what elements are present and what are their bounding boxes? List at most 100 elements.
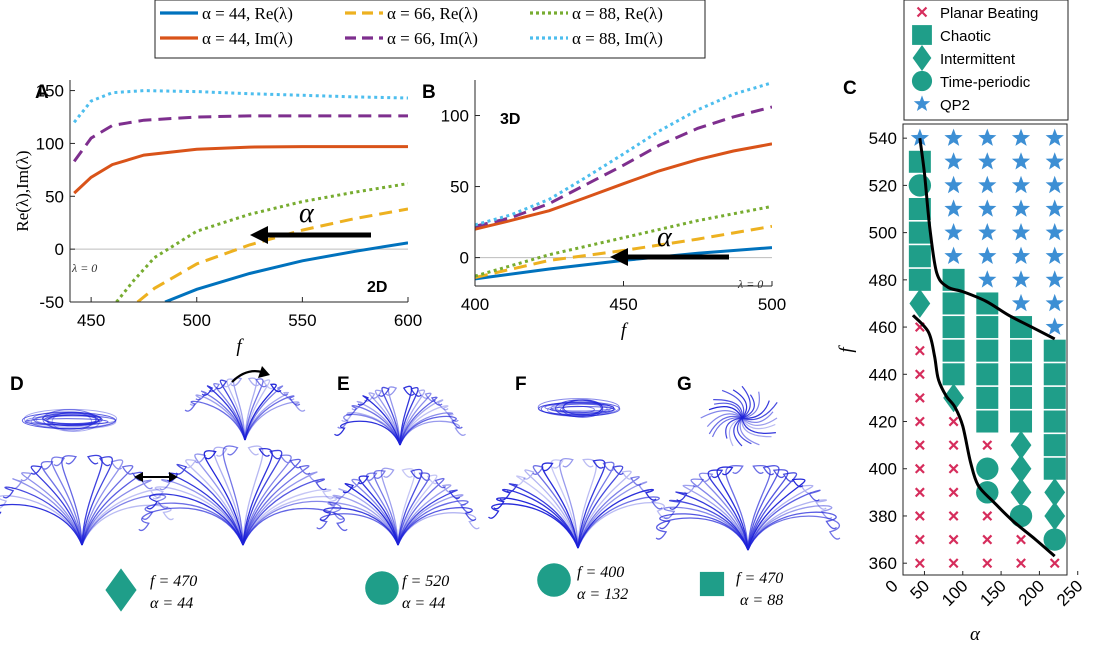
marker-star (1045, 152, 1064, 170)
panel-b-lambda0-label: λ = 0 (737, 277, 763, 291)
top-legend-entry: α = 44, Im(λ) (160, 29, 293, 48)
y-tick-label: 0 (460, 249, 469, 268)
marker-diamond (912, 45, 932, 71)
panel-a-alpha-label: α (299, 198, 315, 229)
panel-c-legend-label: QP2 (940, 97, 970, 114)
marker-x (982, 558, 993, 569)
y-tick-label: 50 (450, 178, 469, 197)
y-tick-label: 100 (441, 107, 469, 126)
example-f-alpha: α = 132 (577, 586, 628, 603)
snapshot-f-top (537, 398, 621, 418)
series-line (115, 182, 408, 302)
marker-x (948, 511, 959, 521)
marker-star (1045, 246, 1064, 264)
marker-star (944, 199, 963, 217)
marker-star (978, 128, 997, 146)
marker-star (913, 95, 931, 111)
snapshot-f-bottom (488, 457, 668, 549)
marker-star (1011, 175, 1031, 194)
panel-label-b: B (422, 82, 436, 103)
top-legend: α = 44, Re(λ) α = 66, Re(λ) α = 88, Re(λ) α… (154, 0, 706, 59)
marker-square (976, 363, 999, 386)
marker-square (1043, 386, 1066, 409)
marker-star (1045, 223, 1064, 241)
marker-square (1043, 410, 1066, 433)
snapshot-d-top-bundle (184, 377, 306, 441)
x-axis-label: α (970, 624, 981, 645)
marker-circle (976, 457, 999, 480)
marker-star (1045, 199, 1064, 217)
example-g-alpha: α = 88 (740, 592, 783, 609)
marker-diamond (1010, 454, 1032, 484)
snapshot-e-top (334, 385, 466, 446)
marker-diamond (909, 289, 931, 318)
marker-square (1010, 410, 1033, 433)
y-tick-label: 380 (869, 507, 897, 526)
panel-c: C Planar Beating Chaotic Intermittent Time-… (836, 0, 1087, 645)
marker-star (978, 246, 997, 264)
y-axis-label: f (836, 345, 857, 353)
marker-star (944, 223, 963, 241)
marker-square (908, 268, 931, 291)
marker-diamond (1044, 501, 1066, 531)
marker-x (914, 558, 925, 569)
top-legend-label: α = 66, Re(λ) (387, 4, 478, 23)
marker-star (1045, 317, 1064, 335)
example-e-f: f = 520 (402, 573, 449, 590)
marker-x (982, 511, 993, 521)
marker-square (942, 363, 965, 386)
x-axis-label: f (621, 320, 629, 341)
marker-star (910, 128, 929, 146)
top-legend-label: α = 44, Im(λ) (202, 29, 293, 48)
y-tick-label: 360 (869, 554, 897, 573)
series-line (73, 89, 408, 124)
marker-star (1011, 199, 1031, 217)
marker-x (914, 369, 925, 380)
top-legend-entry: α = 66, Im(λ) (345, 29, 478, 48)
marker-circle (365, 571, 399, 605)
marker-square (1043, 434, 1066, 457)
marker-star (1045, 293, 1064, 312)
marker-square (942, 339, 965, 362)
marker-x (948, 558, 959, 569)
x-tick-label: 500 (183, 311, 211, 330)
panel-c-legend-box (903, 0, 1069, 121)
x-tick-label: 50 (906, 576, 933, 603)
marker-square (976, 339, 999, 362)
y-tick-label: 440 (869, 365, 897, 384)
marker-circle (1009, 504, 1033, 528)
marker-star (978, 270, 997, 288)
marker-x (1016, 534, 1026, 545)
rotation-arrow-head (258, 366, 270, 378)
y-tick-label: 540 (869, 129, 897, 148)
series-line (136, 207, 408, 302)
marker-x (948, 463, 959, 474)
x-tick-label: 100 (938, 576, 971, 609)
snapshot-g-top (700, 385, 778, 447)
marker-x (1049, 558, 1060, 569)
panel-a-2d-tag: 2D (367, 279, 387, 296)
marker-diamond (105, 568, 137, 612)
marker-square (908, 150, 931, 173)
panel-label-f: F (515, 374, 527, 395)
double-arrow-head-left (134, 472, 143, 482)
y-tick-label: 400 (869, 460, 897, 479)
marker-star (978, 223, 997, 241)
marker-square (1010, 386, 1033, 409)
top-legend-entry: α = 88, Im(λ) (530, 29, 663, 48)
x-tick-label: 0 (882, 576, 902, 596)
marker-star (944, 246, 963, 264)
panel-label-a: A (35, 82, 49, 103)
panel-c-legend-label: Time-periodic (940, 74, 1031, 91)
y-axis-label: Re(λ),Im(λ) (13, 150, 32, 231)
marker-square (912, 25, 932, 45)
marker-square (942, 268, 965, 291)
top-legend-label: α = 88, Im(λ) (572, 29, 663, 48)
marker-x (914, 487, 925, 498)
marker-diamond (943, 383, 964, 413)
panel-a: A 450 500 550 600 -50 0 50 100 150 f Re(λ),Im(λ) 2… (13, 80, 422, 357)
panel-label-g: G (677, 374, 692, 395)
marker-square (1010, 339, 1033, 362)
x-tick-label: 200 (1015, 576, 1048, 609)
